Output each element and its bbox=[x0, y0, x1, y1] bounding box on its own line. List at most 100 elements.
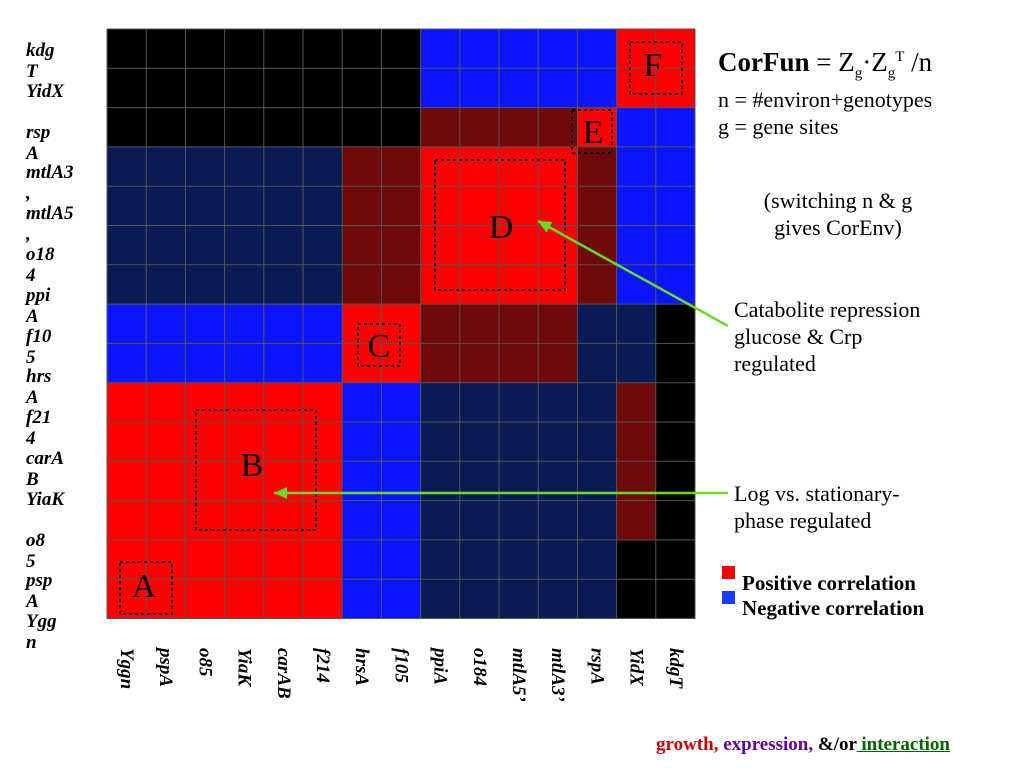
heatmap-cell bbox=[185, 225, 226, 266]
heatmap-cell bbox=[499, 68, 539, 109]
formula-dot: ·Z bbox=[862, 47, 888, 77]
heatmap-cell bbox=[224, 579, 265, 619]
heatmap-cell bbox=[146, 186, 186, 226]
heatmap-cell bbox=[420, 146, 461, 187]
heatmap-cell bbox=[420, 107, 461, 148]
column-label: mtlA5’ bbox=[508, 648, 529, 702]
heatmap-cell bbox=[381, 382, 422, 423]
heatmap-cell bbox=[420, 382, 461, 423]
heatmap-cell bbox=[107, 579, 147, 619]
heatmap-cell bbox=[303, 186, 343, 226]
heatmap-cell bbox=[107, 539, 147, 580]
heatmap-cell bbox=[342, 579, 382, 619]
column-label: carAB bbox=[272, 648, 294, 699]
heatmap-cell bbox=[303, 500, 343, 541]
row-label: kdg T bbox=[26, 40, 55, 82]
heatmap-cell bbox=[499, 500, 539, 541]
heatmap-cell bbox=[381, 68, 422, 109]
formula-sub1: g bbox=[854, 65, 863, 82]
heatmap-cell bbox=[185, 29, 226, 69]
heatmap-cell bbox=[303, 382, 343, 423]
heatmap-cell bbox=[146, 382, 186, 423]
heatmap-cell bbox=[655, 225, 696, 266]
heatmap-cell bbox=[107, 68, 147, 109]
heatmap-cell bbox=[185, 304, 226, 344]
row-label: YidX bbox=[26, 80, 65, 102]
region-label-a: A bbox=[131, 568, 157, 605]
heatmap-cell bbox=[499, 29, 539, 69]
heatmap-cell bbox=[263, 264, 304, 305]
heatmap-cell bbox=[420, 304, 461, 344]
region-box-e bbox=[571, 109, 613, 154]
heatmap-cell bbox=[342, 264, 382, 305]
annotation-log-stationary: Log vs. stationary- phase regulated bbox=[734, 480, 900, 534]
heatmap-cell bbox=[655, 107, 696, 148]
row-label: YiaK bbox=[26, 488, 65, 510]
heatmap-cell bbox=[577, 304, 618, 344]
region-box-c bbox=[357, 323, 401, 367]
heatmap-cell bbox=[381, 422, 422, 462]
heatmap-cell bbox=[263, 539, 304, 580]
row-label: mtlA3, bbox=[26, 162, 74, 205]
heatmap-cell bbox=[499, 461, 539, 502]
row-label: f10 5 bbox=[26, 325, 52, 368]
heatmap-cell bbox=[146, 146, 186, 187]
heatmap-cell bbox=[185, 68, 226, 109]
heatmap-cell bbox=[342, 422, 382, 462]
heatmap-cell bbox=[185, 461, 226, 502]
heatmap-cell bbox=[616, 186, 657, 226]
heatmap-cell bbox=[616, 539, 657, 580]
heatmap-cell bbox=[499, 146, 539, 187]
annotation-arrowhead bbox=[538, 221, 553, 233]
heatmap-cell bbox=[146, 264, 186, 305]
heatmap-cell bbox=[538, 579, 578, 619]
heatmap-cell bbox=[577, 264, 618, 305]
heatmap-cell bbox=[381, 264, 422, 305]
footer-caption: growth, expression, &/or interaction bbox=[656, 734, 950, 756]
heatmap-cell bbox=[303, 68, 343, 109]
heatmap-cell bbox=[420, 461, 461, 502]
heatmap-cell bbox=[342, 500, 382, 541]
heatmap-cell bbox=[616, 146, 657, 187]
column-label: YidX bbox=[625, 648, 647, 687]
heatmap-cell bbox=[303, 225, 343, 266]
heatmap-cell bbox=[185, 382, 226, 423]
heatmap-cell bbox=[538, 422, 578, 462]
legend-negative-label: Negative correlation bbox=[742, 596, 925, 620]
heatmap-cell bbox=[146, 461, 186, 502]
heatmap-cell bbox=[499, 422, 539, 462]
heatmap-cell bbox=[224, 29, 265, 69]
heatmap-cell bbox=[303, 264, 343, 305]
heatmap-cell bbox=[538, 29, 578, 69]
heatmap-cell bbox=[655, 146, 696, 187]
heatmap-cell bbox=[303, 343, 343, 384]
heatmap-cell bbox=[381, 343, 422, 384]
heatmap-cell bbox=[263, 225, 304, 266]
heatmap-cell bbox=[263, 422, 304, 462]
definitions: n = #environ+genotypes g = gene sites bbox=[718, 86, 932, 140]
heatmap-cell bbox=[655, 579, 696, 619]
heatmap-cell bbox=[107, 304, 147, 344]
heatmap-cell bbox=[538, 68, 578, 109]
column-label: YiaK bbox=[233, 648, 255, 687]
row-label: rsp A bbox=[26, 121, 51, 164]
heatmap-cell bbox=[459, 422, 500, 462]
heatmap-cell bbox=[420, 500, 461, 541]
heatmap-cell bbox=[499, 225, 539, 266]
heatmap-cell bbox=[420, 225, 461, 266]
heatmap-cell bbox=[224, 225, 265, 266]
row-label: hrs A bbox=[26, 366, 52, 409]
heatmap-cell bbox=[616, 461, 657, 502]
heatmap-cell bbox=[577, 186, 618, 226]
heatmap-cell bbox=[577, 422, 618, 462]
heatmap-cell bbox=[616, 68, 657, 109]
heatmap-cell bbox=[499, 107, 539, 148]
heatmap-cell bbox=[224, 422, 265, 462]
heatmap-cell bbox=[224, 68, 265, 109]
heatmap-cell bbox=[263, 68, 304, 109]
column-label: o85 bbox=[194, 648, 216, 677]
region-label-c: C bbox=[367, 328, 391, 365]
heatmap-cell bbox=[381, 186, 422, 226]
heatmap-cell bbox=[616, 29, 657, 69]
heatmap-cell bbox=[655, 304, 696, 344]
